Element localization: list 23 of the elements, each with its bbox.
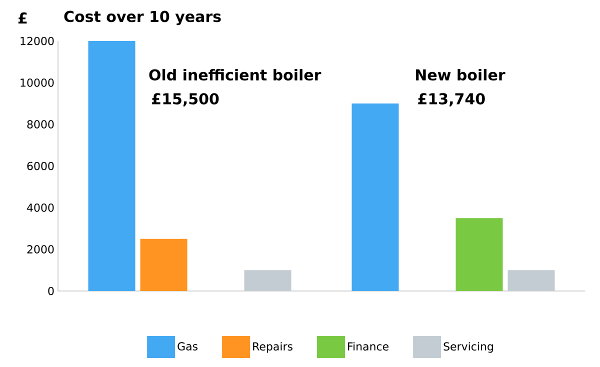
- y-axis-title: £: [18, 12, 27, 24]
- annotation: £15,500: [152, 93, 219, 106]
- legend-label: Repairs: [253, 342, 292, 353]
- annotation: New boiler: [416, 68, 506, 81]
- y-tick-label: 6000: [27, 162, 54, 170]
- bar: [456, 218, 503, 291]
- legend-label: Finance: [348, 342, 388, 351]
- y-tick-label: 12000: [20, 36, 54, 46]
- y-tick-label: 4000: [27, 204, 54, 212]
- y-tick-label: 10000: [20, 78, 54, 87]
- bar: [352, 104, 399, 291]
- annotation: £13,740: [418, 93, 485, 106]
- bar: [140, 238, 188, 291]
- bar: [88, 40, 136, 291]
- y-tick-label: 2000: [27, 245, 54, 254]
- legend-label: Servicing: [444, 342, 493, 353]
- bar: [508, 270, 555, 291]
- bar: [244, 270, 292, 291]
- legend-label: Gas: [178, 342, 198, 350]
- y-tick-label: 8000: [27, 120, 54, 128]
- annotation: Old inefficient boiler: [149, 68, 322, 81]
- chart-title: Cost over 10 years: [64, 10, 221, 26]
- y-tick-label: 0: [48, 286, 54, 296]
